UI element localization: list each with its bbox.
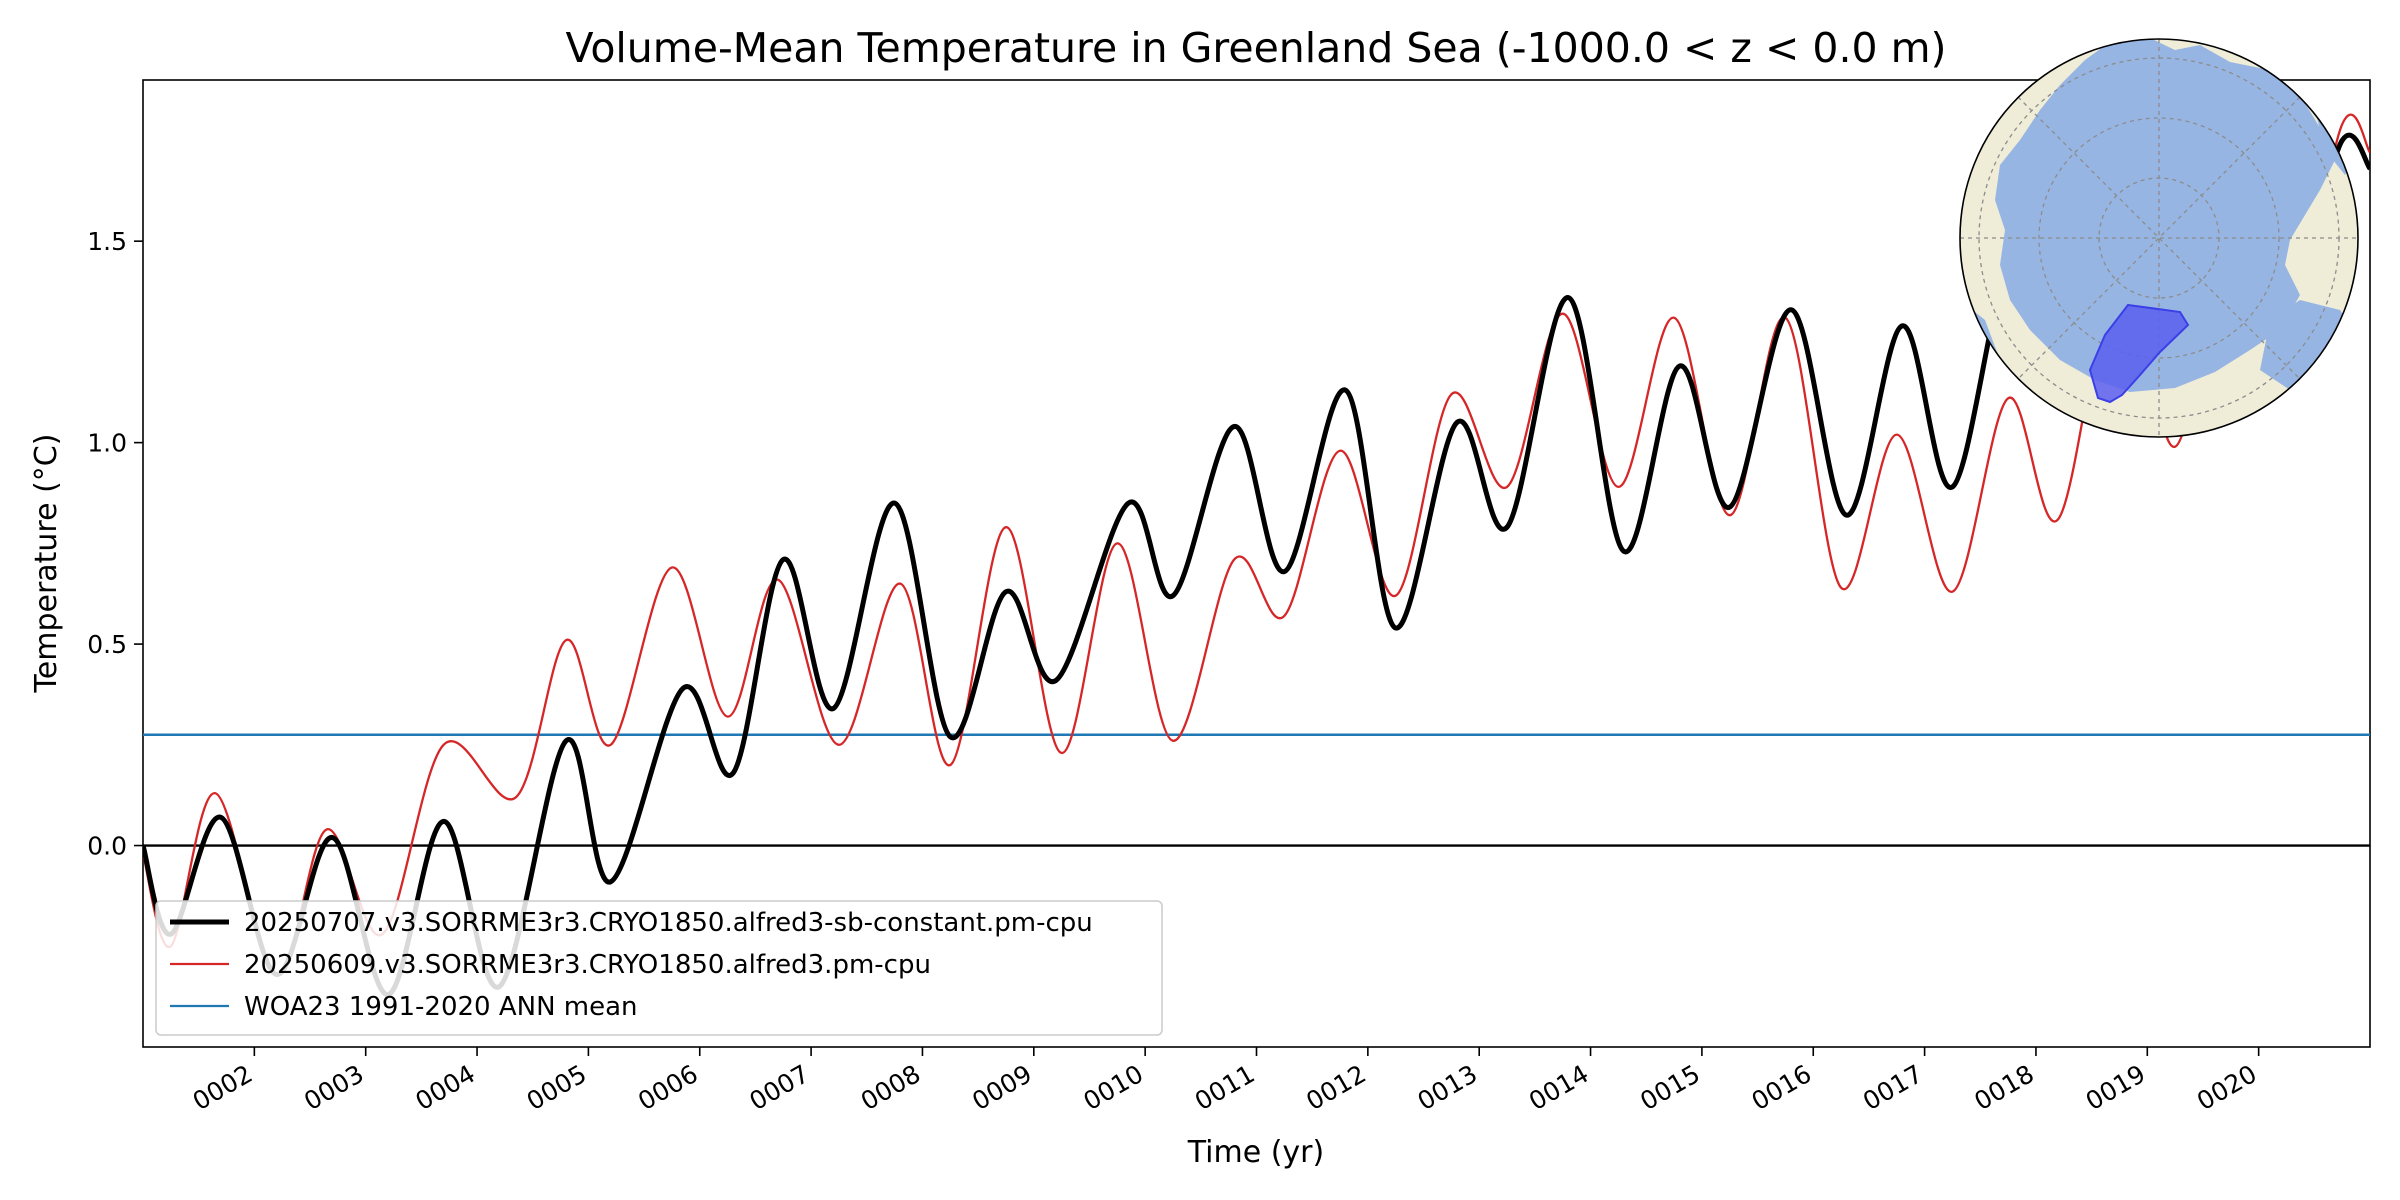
y-tick-label: 1.5 xyxy=(87,227,127,256)
x-tick-label: 0011 xyxy=(1190,1059,1260,1116)
x-tick-label: 0017 xyxy=(1858,1059,1928,1116)
legend-item-reference: WOA23 1991-2020 ANN mean xyxy=(170,992,638,1022)
x-tick-label: 0018 xyxy=(1969,1059,2039,1116)
series-line-2 xyxy=(143,113,2370,976)
legend-box xyxy=(155,900,1163,1036)
y-tick-label: 0.5 xyxy=(87,630,127,659)
x-tick-label: 0015 xyxy=(1635,1059,1705,1116)
arctic-ocean-shape xyxy=(1995,39,2335,392)
x-tick-label: 0010 xyxy=(1079,1059,1149,1116)
x-tick-label: 0007 xyxy=(744,1059,814,1116)
y-tick-label: 0.0 xyxy=(87,832,127,861)
x-tick-label: 0013 xyxy=(1413,1059,1483,1116)
y-tick-label: 1.0 xyxy=(87,429,127,458)
x-tick-label: 0014 xyxy=(1524,1059,1594,1116)
x-tick-label: 0002 xyxy=(188,1059,258,1116)
legend-item-series1: 20250707.v3.SORRME3r3.CRYO1850.alfred3-s… xyxy=(170,908,1093,938)
x-tick-label: 0020 xyxy=(2192,1059,2262,1116)
greenland-sea-region xyxy=(2088,303,2190,404)
y-axis-label: Temperature (°C) xyxy=(29,434,64,694)
x-tick-label: 0003 xyxy=(299,1059,369,1116)
x-tick-label: 0012 xyxy=(1301,1059,1371,1116)
x-tick-label: 0008 xyxy=(856,1059,926,1116)
x-tick-label: 0016 xyxy=(1747,1059,1817,1116)
x-tick-label: 0005 xyxy=(522,1059,592,1116)
x-tick-label: 0009 xyxy=(967,1059,1037,1116)
x-axis: 0002 0003 0004 0005 0006 0007 0008 0009 0010 0011… xyxy=(188,1047,2262,1116)
y-axis: 0.0 0.5 1.0 1.5 xyxy=(87,227,143,861)
chart-title: Volume-Mean Temperature in Greenland Sea… xyxy=(565,24,1946,72)
legend-label-reference: WOA23 1991-2020 ANN mean xyxy=(244,992,638,1022)
x-tick-label: 0004 xyxy=(410,1059,480,1116)
x-tick-label: 0019 xyxy=(2081,1059,2151,1116)
legend-item-series2: 20250609.v3.SORRME3r3.CRYO1850.alfred3.p… xyxy=(170,950,931,980)
x-tick-label: 0006 xyxy=(633,1059,703,1116)
legend-label-series1: 20250707.v3.SORRME3r3.CRYO1850.alfred3-s… xyxy=(244,908,1093,938)
legend: 20250707.v3.SORRME3r3.CRYO1850.alfred3-s… xyxy=(155,900,1163,1036)
legend-label-series2: 20250609.v3.SORRME3r3.CRYO1850.alfred3.p… xyxy=(244,950,931,980)
x-axis-label: Time (yr) xyxy=(1187,1135,1324,1170)
